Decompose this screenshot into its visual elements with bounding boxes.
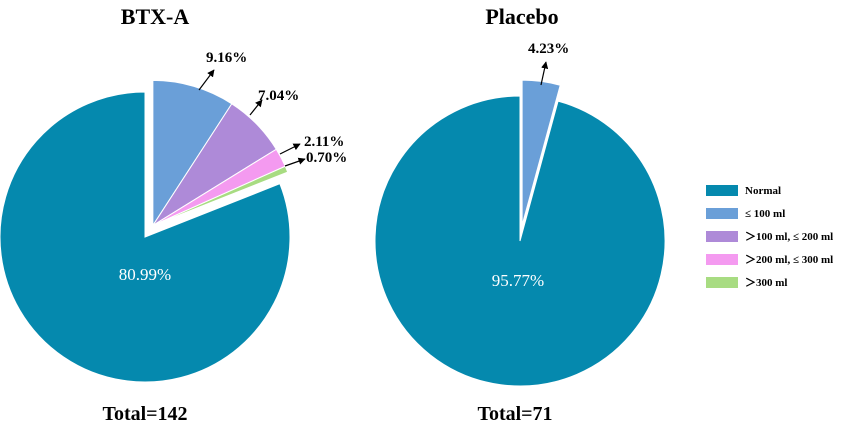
data-label-100-ml: 4.23% — [528, 41, 569, 57]
data-label-100-ml-200-ml: 7.04% — [258, 88, 299, 104]
total-label-placebo: Total=71 — [477, 403, 552, 425]
legend-label-100-ml-200-ml: ＞100 ml, ≤ 200 ml — [745, 231, 833, 243]
pie-slices-btx-a: 80.99% 9.16% 7.04% 2.11%0.70% — [0, 50, 347, 383]
pie-chart-btx-a: BTX-A 80.99% 9.16% 7.04% 2.11%0.70% Total=1… — [0, 4, 347, 425]
legend-label-100-ml: ≤ 100 ml — [745, 208, 785, 220]
label-arrow-300-ml — [284, 157, 306, 167]
legend-label-normal: Normal — [745, 185, 781, 197]
label-arrow-100-ml — [540, 61, 549, 86]
total-label-btx-a: Total=142 — [102, 403, 187, 425]
data-label-normal: 95.77% — [492, 271, 544, 290]
label-arrow-100-ml-200-ml — [249, 99, 263, 116]
data-label-100-ml: 9.16% — [206, 50, 247, 66]
pie-slice-normal — [0, 91, 291, 383]
chart-title-btx-a: BTX-A — [121, 4, 190, 29]
label-arrow-200-ml-300-ml — [279, 143, 301, 155]
legend: Normal ≤ 100 ml ＞100 ml, ≤ 200 ml ＞200 ml, … — [706, 185, 833, 289]
pie-slice-normal — [374, 95, 666, 387]
chart-title-placebo: Placebo — [485, 4, 558, 29]
pie-slices-placebo: 95.77% 4.23% — [374, 41, 666, 387]
label-arrow-100-ml — [198, 69, 215, 91]
legend-swatch-normal — [706, 185, 738, 196]
data-label-normal: 80.99% — [119, 265, 171, 284]
legend-label-300-ml: ＞300 ml — [745, 277, 787, 289]
pie-chart-placebo: Placebo 95.77% 4.23% Total=71 — [374, 4, 666, 425]
legend-swatch-100-ml — [706, 208, 738, 219]
data-label-200-ml-300-ml: 2.11% — [304, 134, 344, 150]
legend-swatch-100-ml-200-ml — [706, 231, 738, 242]
legend-swatch-200-ml-300-ml — [706, 254, 738, 265]
pie-slice-100-ml — [152, 79, 233, 228]
legend-swatch-300-ml — [706, 277, 738, 288]
legend-label-200-ml-300-ml: ＞200 ml, ≤ 300 ml — [745, 254, 833, 266]
data-label-300-ml: 0.70% — [306, 150, 347, 166]
